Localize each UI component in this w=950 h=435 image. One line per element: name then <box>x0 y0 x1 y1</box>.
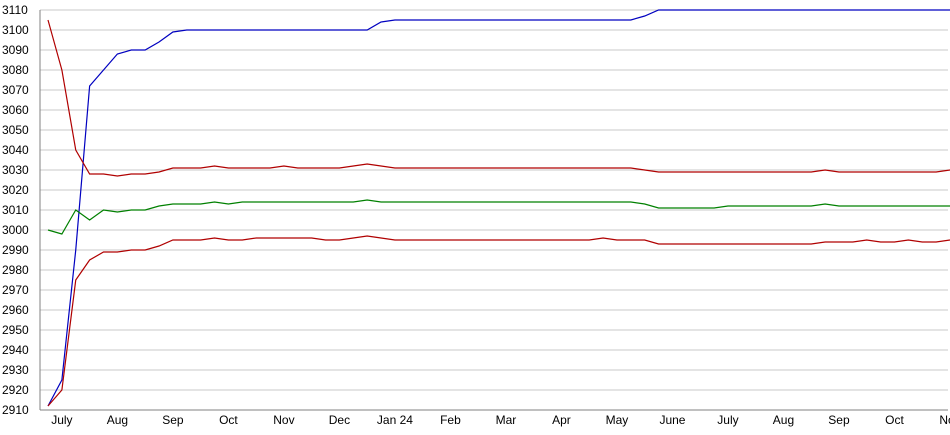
y-tick-label: 3100 <box>2 23 29 37</box>
y-tick-label: 2990 <box>2 243 29 257</box>
x-tick-label: July <box>717 413 738 427</box>
y-tick-label: 3050 <box>2 123 29 137</box>
y-tick-label: 2980 <box>2 263 29 277</box>
x-tick-label: Dec <box>329 413 350 427</box>
x-tick-label: Aug <box>107 413 128 427</box>
y-tick-label: 3030 <box>2 163 29 177</box>
x-tick-label: Apr <box>552 413 571 427</box>
y-tick-label: 2930 <box>2 363 29 377</box>
x-tick-label: Oct <box>885 413 904 427</box>
y-tick-label: 2960 <box>2 303 29 317</box>
x-tick-label: Oct <box>219 413 238 427</box>
y-tick-label: 3000 <box>2 223 29 237</box>
y-tick-label: 3090 <box>2 43 29 57</box>
x-tick-label: May <box>606 413 629 427</box>
y-tick-label: 3040 <box>2 143 29 157</box>
y-tick-label: 2950 <box>2 323 29 337</box>
x-tick-label: Nov <box>273 413 294 427</box>
y-tick-label: 3020 <box>2 183 29 197</box>
y-tick-label: 2920 <box>2 383 29 397</box>
x-tick-label: July <box>51 413 72 427</box>
x-tick-label: Feb <box>440 413 461 427</box>
y-tick-label: 3070 <box>2 83 29 97</box>
y-tick-label: 3080 <box>2 63 29 77</box>
x-tick-label: Jan 24 <box>377 413 413 427</box>
series-line <box>47 19 950 177</box>
y-tick-label: 3060 <box>2 103 29 117</box>
x-tick-label: Mar <box>496 413 517 427</box>
series-line <box>47 199 950 235</box>
series-line <box>47 9 950 407</box>
x-tick-label: Sep <box>828 413 850 427</box>
series-line <box>47 235 950 407</box>
x-tick-label: Sep <box>162 413 184 427</box>
y-tick-label: 2940 <box>2 343 29 357</box>
x-tick-label: June <box>659 413 685 427</box>
x-tick-label: Aug <box>773 413 794 427</box>
y-tick-label: 3010 <box>2 203 29 217</box>
y-tick-label: 2970 <box>2 283 29 297</box>
y-tick-label: 2910 <box>2 403 29 417</box>
x-tick-label: Nov <box>939 413 950 427</box>
y-tick-label: 3110 <box>2 3 28 17</box>
